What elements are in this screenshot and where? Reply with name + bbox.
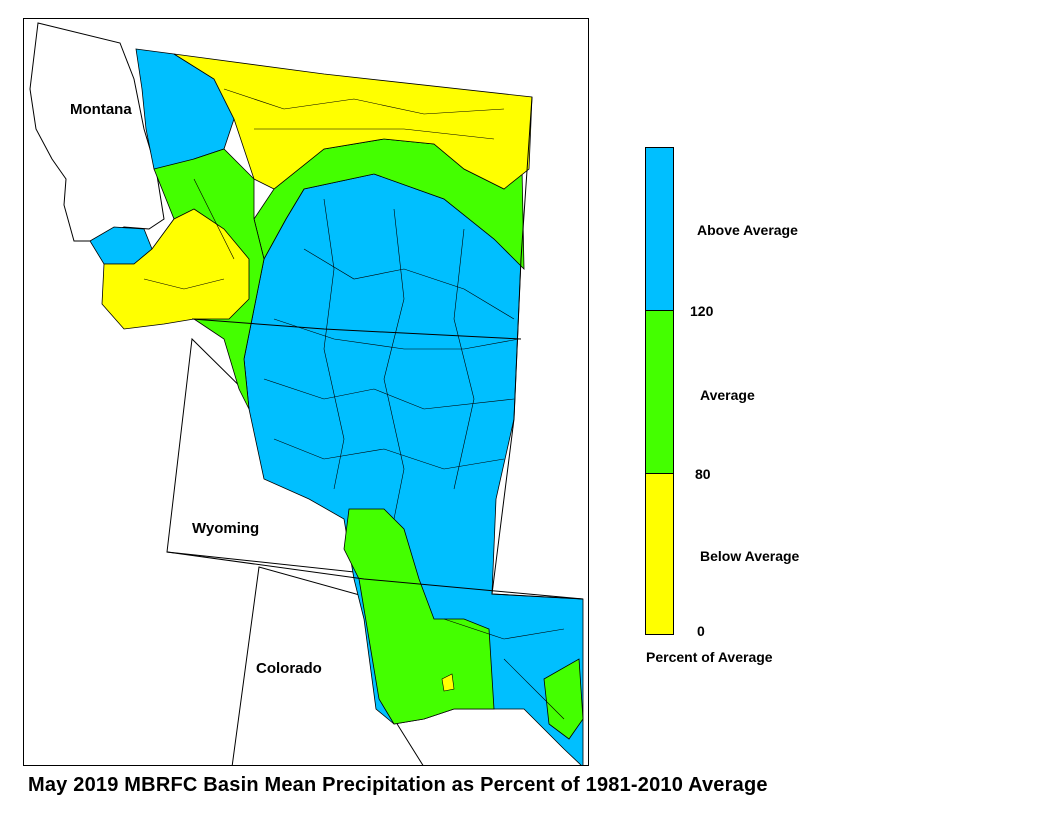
wyoming-colorado-border [166,551,584,600]
state-label-montana: Montana [70,101,132,118]
below-average-region-west [101,208,250,330]
state-label-colorado: Colorado [256,660,322,677]
legend-break-upper: 120 [690,303,714,319]
montana-wyoming-border [191,318,522,340]
map-frame: Montana Wyoming Colorado [23,18,589,766]
legend-swatch-above-average [645,147,674,311]
legend-label-below-average: Below Average [700,548,800,564]
legend-break-lower: 0 [697,623,705,639]
map-title: May 2019 MBRFC Basin Mean Precipitation … [28,774,768,796]
legend-swatch-below-average [645,473,674,635]
legend-label-average: Average [700,387,755,403]
below-average-small [441,673,455,692]
average-region-south [343,508,495,725]
basin-east-edge [491,96,584,600]
legend-swatch-average [645,310,674,474]
basin-boundaries [143,88,565,720]
legend: Above Average 120 Average 80 Below Avera… [645,147,845,677]
basin-map [29,22,584,765]
legend-label-above-average: Above Average [697,222,798,238]
legend-caption: Percent of Average [646,649,773,665]
state-label-wyoming: Wyoming [192,520,260,537]
average-region-southeast [543,658,584,740]
legend-break-middle: 80 [695,466,711,482]
